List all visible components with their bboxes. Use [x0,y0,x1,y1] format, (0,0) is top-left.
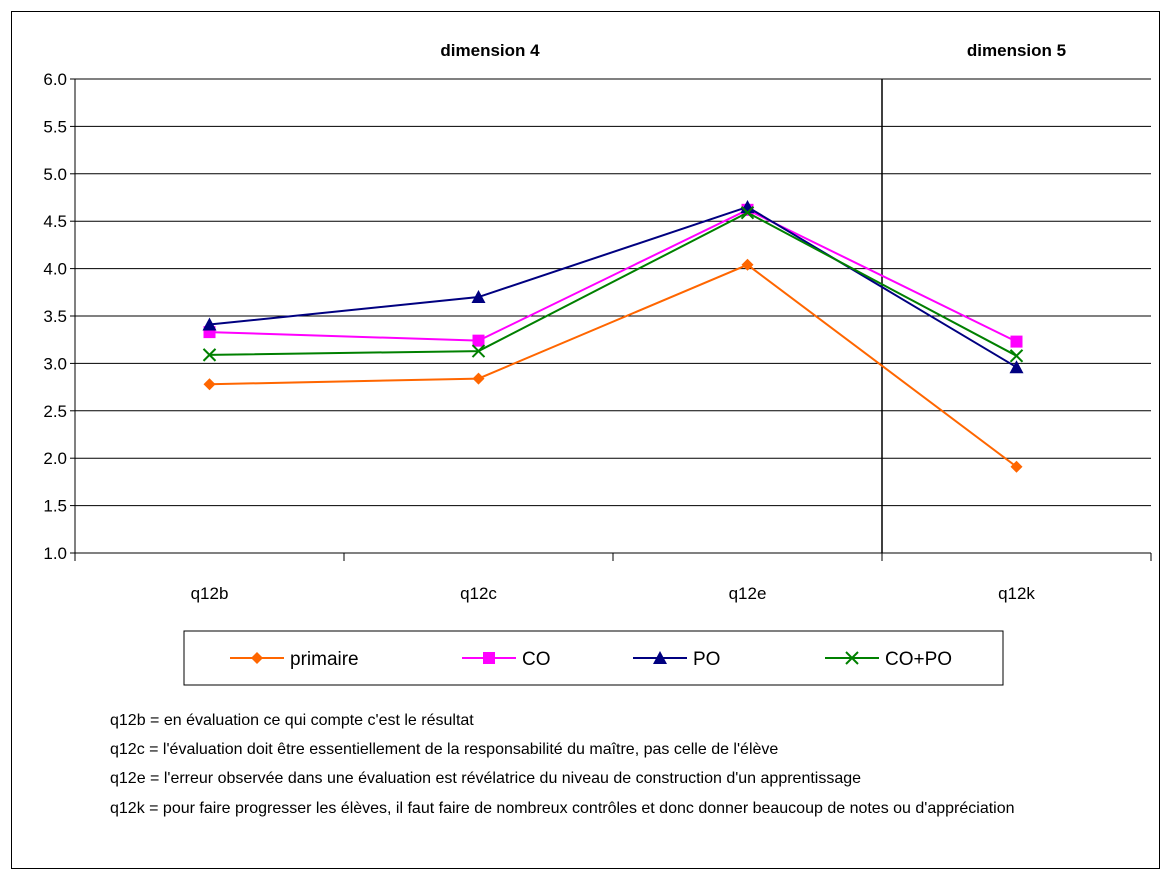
data-point-po [202,317,217,331]
series-line-co [209,208,1017,343]
data-point-primaire [472,372,485,385]
data-point-primaire [1010,460,1023,473]
legend-label: CO [522,649,551,670]
y-tick-label: 5.5 [43,117,67,136]
definition-q12b: q12b = en évaluation ce qui compte c'est… [110,712,474,729]
series-line-co-po [209,211,1017,357]
y-tick-label: 6.0 [43,70,67,89]
data-point-po [1009,360,1024,374]
definition-q12k: q12k = pour faire progresser les élèves,… [110,800,1015,817]
legend-label: CO+PO [885,649,952,670]
y-tick-label: 4.5 [43,212,67,231]
data-point-co [1010,335,1023,348]
y-tick-label: 2.5 [43,402,67,421]
data-point-co-po [471,344,486,358]
legend-label: primaire [290,649,359,670]
legend-label: PO [693,649,720,670]
data-point-po [471,290,486,304]
legend-marker [483,652,495,664]
data-point-primaire [741,258,754,271]
definition-q12e: q12e = l'erreur observée dans une évalua… [110,770,862,787]
section-label: dimension 5 [967,41,1066,60]
series-line-primaire [209,263,1018,468]
y-tick-label: 2.0 [43,449,67,468]
x-tick-label: q12b [191,584,229,603]
x-tick-label: q12e [729,584,767,603]
y-tick-label: 3.0 [43,354,67,373]
data-point-co-po [202,348,217,362]
data-point-primaire [203,378,216,391]
data-point-co-po [1009,349,1024,363]
chart-frame [11,11,1160,869]
definition-q12c: q12c = l'évaluation doit être essentiell… [110,741,779,758]
x-tick-label: q12k [998,584,1035,603]
data-point-co-po [740,205,755,220]
y-tick-label: 5.0 [43,165,67,184]
series-line-po [209,205,1018,369]
y-tick-label: 1.0 [43,544,67,563]
legend-marker [251,652,263,664]
x-tick-label: q12c [460,584,497,603]
legend-marker [653,651,667,664]
y-tick-label: 3.5 [43,307,67,326]
y-tick-label: 4.0 [43,260,67,279]
y-tick-label: 1.5 [43,497,67,516]
data-point-co [472,334,485,347]
section-label: dimension 4 [440,41,540,60]
legend-marker [845,651,859,665]
